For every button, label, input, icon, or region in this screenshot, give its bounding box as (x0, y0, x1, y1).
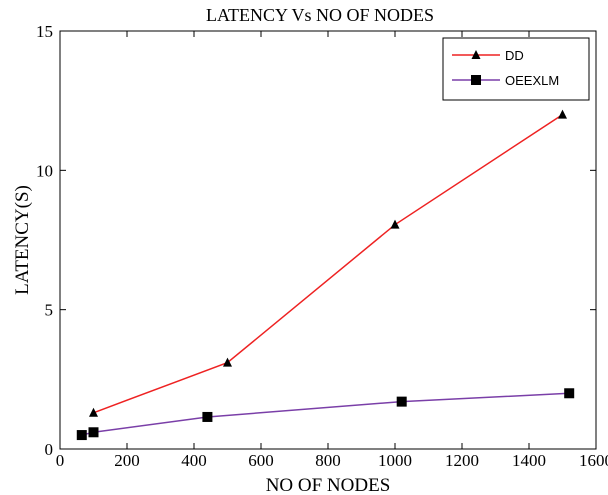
data-point-oeexlm (564, 388, 575, 399)
x-tick-label: 1400 (512, 451, 546, 470)
y-tick-label: 10 (36, 161, 53, 180)
legend-label-dd: DD (505, 48, 524, 63)
series-layer (76, 109, 575, 441)
legend-marker-dd (471, 50, 481, 59)
data-point-oeexlm (202, 411, 213, 422)
x-tick-label: 0 (56, 451, 65, 470)
data-point-dd (558, 109, 567, 119)
x-tick-label: 400 (181, 451, 207, 470)
x-tick-label: 1000 (378, 451, 412, 470)
legend: DD OEEXLM (442, 37, 590, 101)
data-point-dd (390, 219, 400, 229)
series-line-oeexlm (81, 392, 570, 436)
data-point-oeexlm (88, 427, 99, 438)
data-point-dd (89, 407, 98, 417)
x-tick-label: 600 (248, 451, 274, 470)
data-point-oeexlm (76, 430, 87, 441)
legend-label-oeexlm: OEEXLM (505, 73, 559, 88)
legend-marker-oeexlm (471, 75, 481, 85)
legend-box (442, 37, 590, 101)
x-tick-label: 1200 (445, 451, 479, 470)
series-line-dd (93, 113, 563, 414)
x-tick-label: 200 (114, 451, 140, 470)
y-tick-label: 0 (45, 440, 54, 459)
x-tick-label: 800 (315, 451, 341, 470)
data-point-oeexlm (396, 396, 407, 407)
y-tick-label: 15 (36, 22, 53, 41)
chart-title: LATENCY Vs NO OF NODES (206, 5, 434, 25)
data-point-dd (223, 357, 232, 367)
x-axis-label: NO OF NODES (266, 475, 391, 495)
y-axis-label: LATENCY(S) (12, 185, 33, 295)
y-tick-label: 5 (45, 301, 54, 320)
